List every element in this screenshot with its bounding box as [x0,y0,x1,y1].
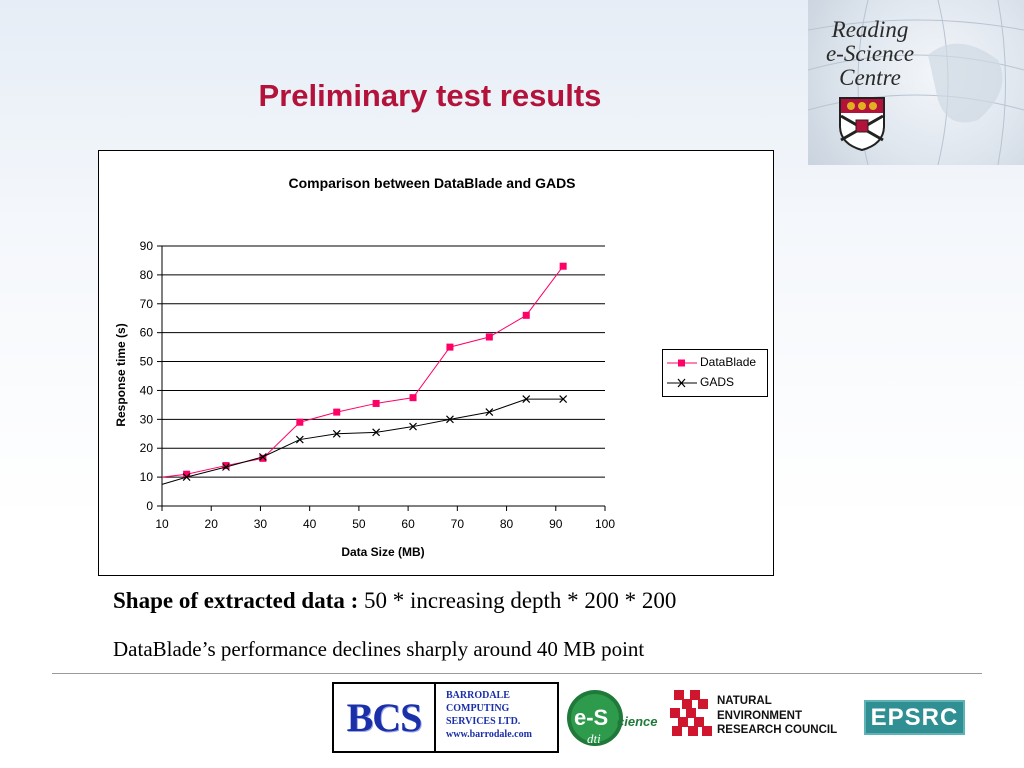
reading-logo-text: Reading e-Science Centre [820,18,920,90]
x-tick-label: 50 [352,517,366,531]
x-tick-label: 30 [254,517,268,531]
data-point-datablade [259,454,267,462]
y-tick-label: 50 [140,355,154,369]
legend-item-datablade: DataBlade [663,355,767,371]
nerc-line3: RESEARCH COUNCIL [717,724,838,736]
data-point-datablade [333,408,341,416]
legend-marker-datablade [667,359,697,367]
data-point-gads [258,452,267,461]
y-tick-label: 20 [140,441,154,455]
chart-title: Comparison between DataBlade and GADS [288,175,575,191]
x-tick-label: 100 [595,517,615,531]
reading-logo-line2: e-Science [825,41,915,66]
data-point-gads [559,395,568,404]
nerc-logo-mark [670,690,712,736]
data-point-datablade [183,470,191,478]
legend-marker-gads [667,378,697,388]
escience-dti-logo: e-S cience dti [567,690,657,746]
bcs-logo: BCS BARRODALE COMPUTING SERVICES LTD. ww… [332,682,559,753]
x-tick-label: 90 [549,517,563,531]
data-point-gads [446,415,454,424]
nerc-line2: ENVIRONMENT [717,709,802,722]
bcs-line2: COMPUTING [446,703,510,714]
bcs-url: www.barrodale.com [446,729,532,740]
performance-note: DataBlade’s performance declines sharply… [113,637,645,661]
bcs-line1: BARRODALE [446,690,510,701]
y-tick-label: 10 [140,470,154,484]
data-point-datablade [485,333,493,341]
data-point-datablade [296,418,304,426]
data-point-gads [332,429,341,438]
slide-title: Preliminary test results [258,78,602,113]
series-layer [161,262,568,485]
legend-label-datablade: DataBlade [700,355,757,369]
data-point-gads [222,463,230,471]
x-tick-label: 80 [500,517,514,531]
escience-rest: cience [617,714,657,729]
y-axis-label: Response time (s) [114,323,128,426]
data-point-datablade [409,394,417,402]
series-line-datablade [161,265,564,478]
x-tick-label: 10 [155,517,169,531]
x-tick-label: 70 [451,517,465,531]
shield-icon [839,97,885,152]
grid-lines [162,245,605,478]
x-tick-label: 60 [401,517,415,531]
y-tick-label: 30 [140,412,154,426]
line-chart: Comparison between DataBlade and GADS 01… [114,175,616,559]
chart-legend: DataBlade GADS [662,349,768,397]
data-point-gads [295,435,304,444]
series-line-gads [161,398,564,485]
x-axis-label: Data Size (MB) [341,545,424,559]
x-tick-label: 20 [205,517,219,531]
legend-item-gads: GADS [663,375,767,391]
axes [157,245,606,511]
data-point-gads [485,408,494,417]
shape-label: Shape of extracted data : [113,588,359,613]
reading-logo-line3: Centre [839,65,901,90]
x-tick-label: 40 [303,517,317,531]
y-tick-label: 60 [140,326,154,340]
reading-logo-line1: Reading [831,17,909,42]
data-point-gads [522,395,531,404]
bcs-text: BARRODALE COMPUTING SERVICES LTD. www.ba… [446,689,532,741]
y-tick-label: 90 [140,239,154,253]
data-point-datablade [522,311,530,319]
data-point-datablade [559,262,567,270]
nerc-line1: NATURAL [717,695,772,707]
shape-value: 50 * increasing depth * 200 * 200 [358,588,677,613]
y-tick-label: 70 [140,297,154,311]
data-point-datablade [372,399,380,407]
data-point-gads [409,422,417,431]
data-point-gads [182,473,191,482]
data-point-datablade [446,343,454,351]
data-point-gads [372,428,381,437]
epsrc-logo: EPSRC [864,700,965,735]
shape-description: Shape of extracted data : 50 * increasin… [113,588,676,614]
nerc-text: NATURAL ENVIRONMENT RESEARCH COUNCIL [717,694,837,738]
y-tick-label: 40 [140,383,154,397]
y-tick-label: 80 [140,268,154,282]
y-tick-label: 0 [146,499,153,513]
legend-label-gads: GADS [700,375,735,389]
escience-dti: dti [587,731,601,746]
bcs-line3: SERVICES LTD. [446,716,521,727]
escience-e: e-S [574,705,608,730]
footer-divider [52,673,982,674]
data-point-datablade [222,462,230,470]
bcs-mark: BCS [334,684,436,751]
